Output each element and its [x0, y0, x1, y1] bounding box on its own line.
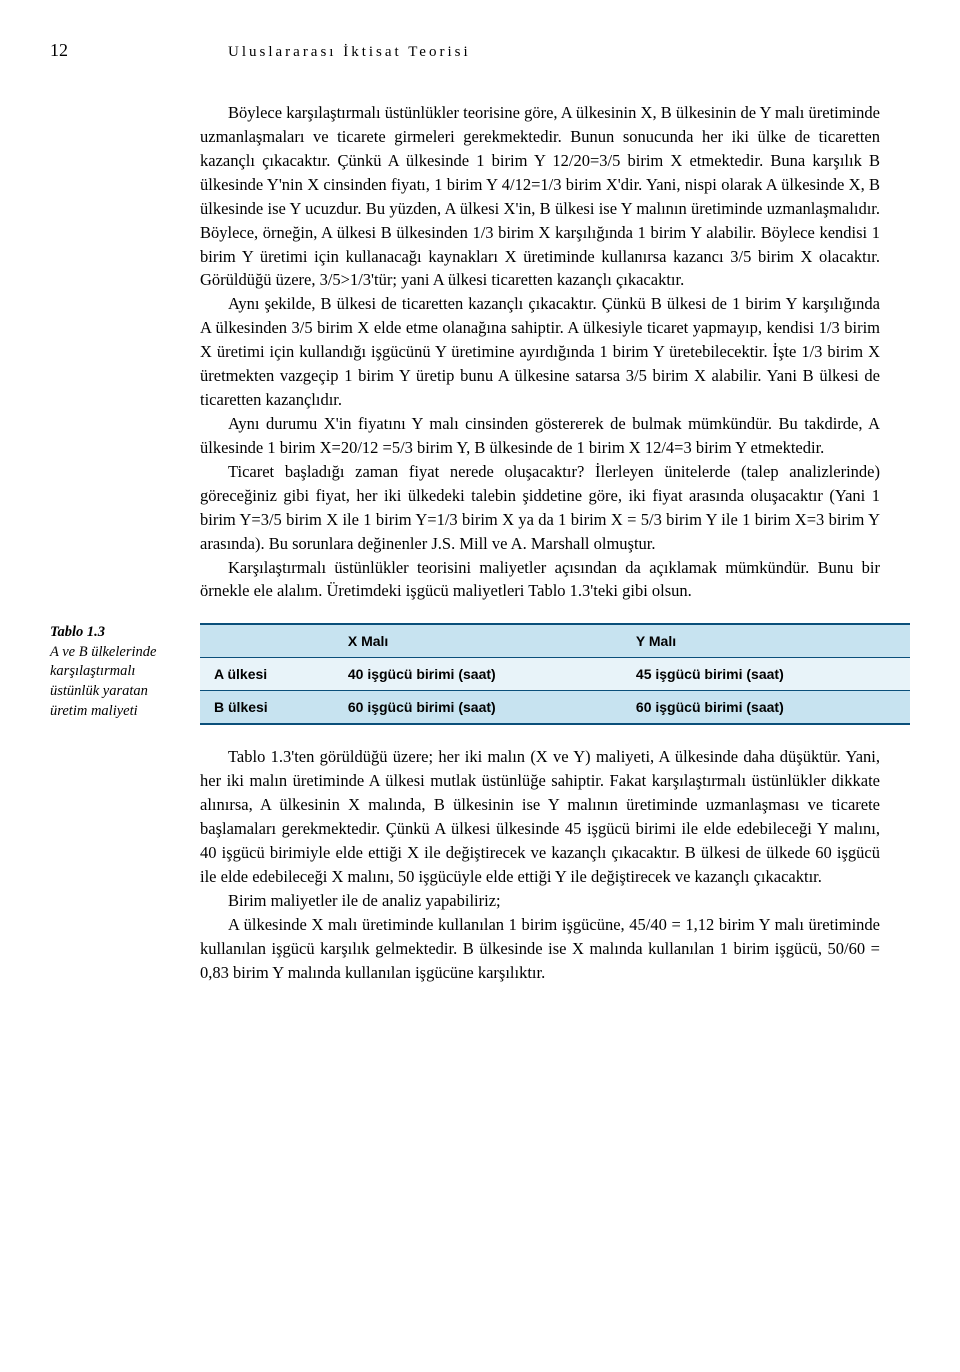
table-header-x: X Malı	[334, 624, 622, 658]
paragraph: Böylece karşılaştırmalı üstünlükler teor…	[200, 101, 880, 292]
table-row: A ülkesi 40 işgücü birimi (saat) 45 işgü…	[200, 658, 910, 691]
paragraph: A ülkesinde X malı üretiminde kullanılan…	[200, 913, 880, 985]
table-header-blank	[200, 624, 334, 658]
table-header-y: Y Malı	[622, 624, 910, 658]
paragraph: Ticaret başladığı zaman fiyat nerede olu…	[200, 460, 880, 556]
table-row: B ülkesi 60 işgücü birimi (saat) 60 işgü…	[200, 691, 910, 725]
page-number: 12	[50, 40, 68, 61]
table-caption: Tablo 1.3 A ve B ülkelerinde karşılaştır…	[50, 623, 185, 721]
body-text-block-2: Tablo 1.3'ten görüldüğü üzere; her iki m…	[200, 745, 880, 984]
row-label: A ülkesi	[200, 658, 334, 691]
page-header: 12 Uluslararası İktisat Teorisi	[50, 40, 910, 61]
body-text-block-1: Böylece karşılaştırmalı üstünlükler teor…	[200, 101, 880, 603]
paragraph: Birim maliyetler ile de analiz yapabilir…	[200, 889, 880, 913]
table-caption-text: A ve B ülkelerinde karşılaştırmalı üstün…	[50, 644, 156, 719]
table-1-3: X Malı Y Malı A ülkesi 40 işgücü birimi …	[200, 623, 910, 725]
row-label: B ülkesi	[200, 691, 334, 725]
paragraph: Aynı durumu X'in fiyatını Y malı cinsind…	[200, 412, 880, 460]
cell: 60 işgücü birimi (saat)	[334, 691, 622, 725]
cell: 45 işgücü birimi (saat)	[622, 658, 910, 691]
table-caption-lead: Tablo 1.3	[50, 624, 105, 640]
table-1-3-section: Tablo 1.3 A ve B ülkelerinde karşılaştır…	[50, 623, 910, 725]
paragraph: Tablo 1.3'ten görüldüğü üzere; her iki m…	[200, 745, 880, 889]
paragraph: Aynı şekilde, B ülkesi de ticaretten kaz…	[200, 292, 880, 412]
cell: 60 işgücü birimi (saat)	[622, 691, 910, 725]
header-title: Uluslararası İktisat Teorisi	[228, 44, 471, 61]
table-header-row: X Malı Y Malı	[200, 624, 910, 658]
paragraph: Karşılaştırmalı üstünlükler teorisini ma…	[200, 556, 880, 604]
cell: 40 işgücü birimi (saat)	[334, 658, 622, 691]
